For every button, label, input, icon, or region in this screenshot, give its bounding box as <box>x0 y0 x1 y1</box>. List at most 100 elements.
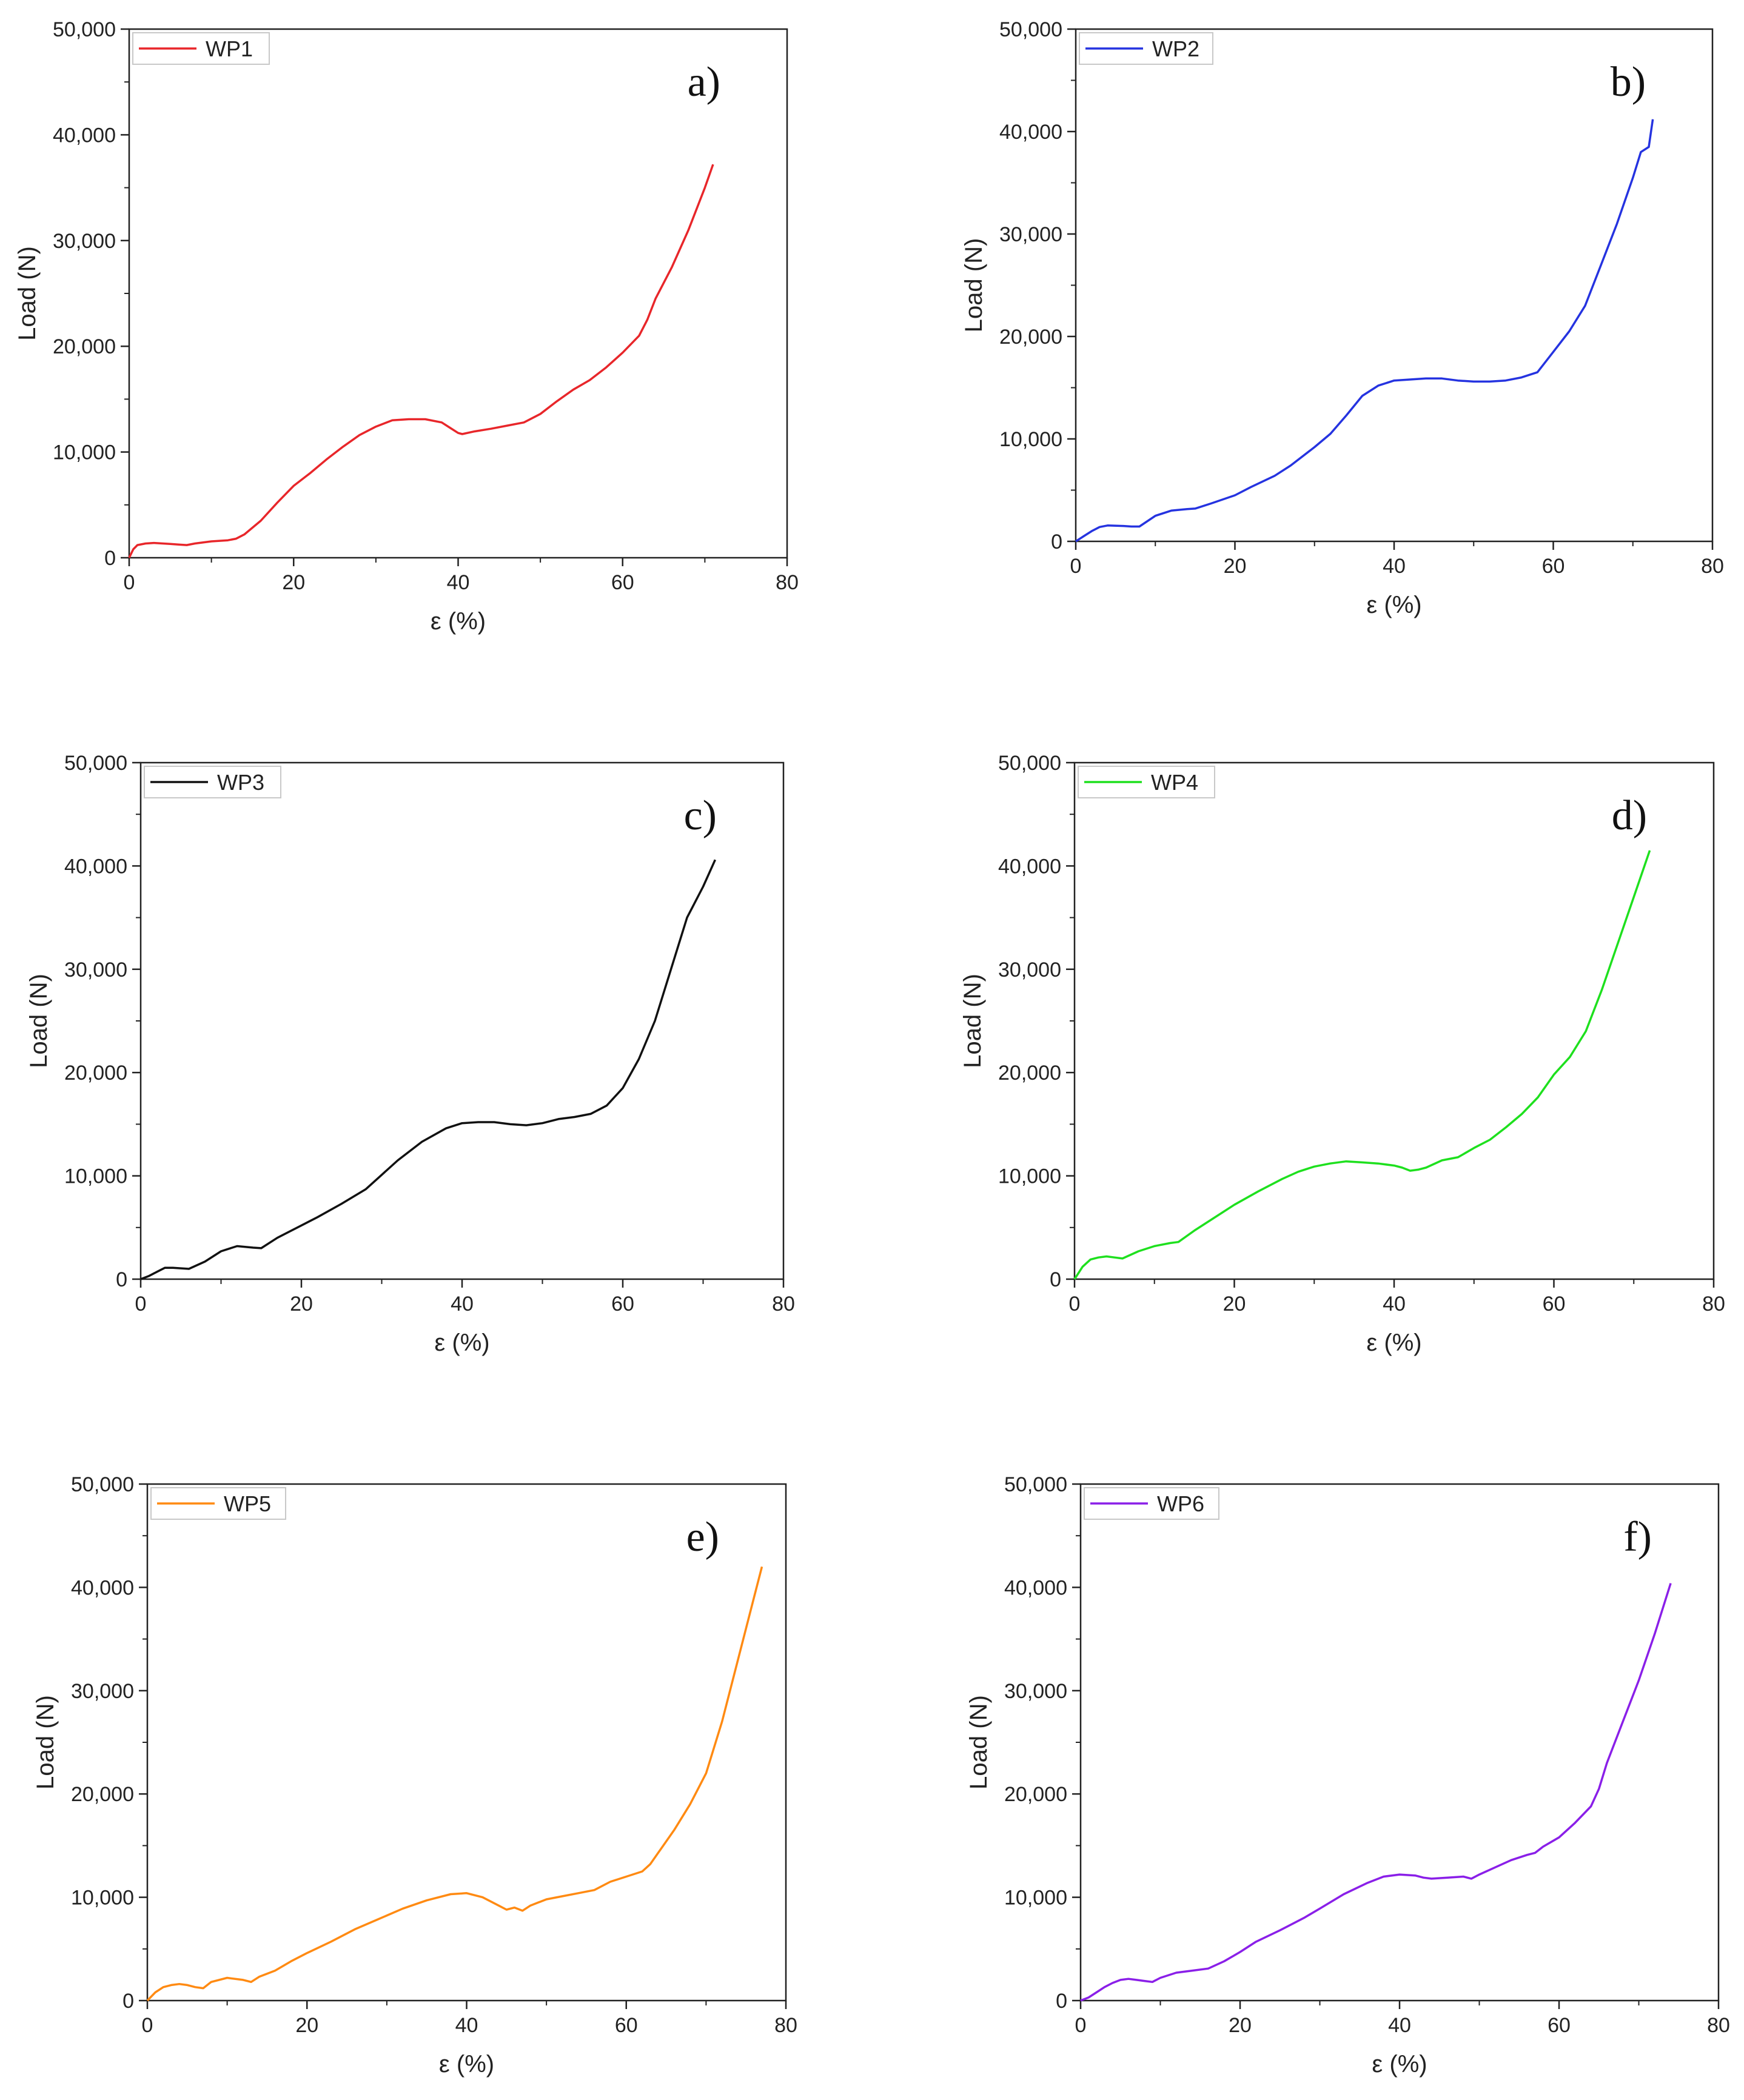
y-tick-label: 40,000 <box>999 121 1062 144</box>
x-tick-label: 0 <box>142 2014 153 2037</box>
x-tick-label: 0 <box>1075 2014 1087 2037</box>
x-tick-label: 40 <box>455 2014 478 2037</box>
y-axis-title: Load (N) <box>32 1695 59 1790</box>
x-axis-title: ε (%) <box>439 2051 494 2078</box>
chart-panel-d: 0 20 40 60 80 0 10,000 20,000 30,000 40,000 50,000… <box>959 752 1725 1356</box>
x-tick-label: 40 <box>1383 1292 1406 1316</box>
series-line-wp4 <box>1073 850 1651 1280</box>
y-tick-label: 20,000 <box>999 326 1062 349</box>
y-tick-label: 0 <box>1050 1268 1061 1291</box>
x-tick-label: 0 <box>135 1292 147 1316</box>
panel-label: f) <box>1623 1514 1652 1560</box>
x-axis-title: ε (%) <box>431 608 486 635</box>
y-tick-label: 40,000 <box>998 855 1061 878</box>
x-tick-label: 20 <box>282 571 305 594</box>
legend-label: WP1 <box>206 36 253 61</box>
y-tick-label: 0 <box>1051 530 1062 553</box>
y-tick-label: 50,000 <box>53 18 116 41</box>
x-tick-label: 80 <box>772 1292 795 1316</box>
y-tick-label: 50,000 <box>64 752 127 775</box>
x-tick-label: 60 <box>615 2014 638 2037</box>
legend-label: WP6 <box>1157 1491 1204 1516</box>
x-tick-label: 0 <box>1070 555 1082 578</box>
panel-label: d) <box>1612 792 1647 839</box>
y-tick-label: 40,000 <box>64 855 127 878</box>
y-tick-label: 30,000 <box>1004 1680 1067 1703</box>
chart-panel-f: 0 20 40 60 80 0 10,000 20,000 30,000 40,000 50,000… <box>965 1473 1730 2078</box>
y-axis-title: Load (N) <box>959 974 986 1068</box>
x-tick-label: 0 <box>1069 1292 1081 1316</box>
y-tick-label: 10,000 <box>998 1165 1061 1188</box>
y-tick-label: 10,000 <box>53 441 116 464</box>
y-tick-label: 30,000 <box>999 223 1062 246</box>
x-tick-label: 80 <box>1701 555 1724 578</box>
y-tick-label: 20,000 <box>71 1783 134 1806</box>
y-tick-label: 50,000 <box>998 752 1061 775</box>
y-tick-label: 20,000 <box>53 335 116 358</box>
y-tick-label: 20,000 <box>998 1062 1061 1085</box>
x-tick-label: 20 <box>295 2014 318 2037</box>
x-tick-label: 20 <box>1229 2014 1252 2037</box>
legend-label: WP2 <box>1152 36 1199 61</box>
x-tick-label: 40 <box>1383 555 1406 578</box>
chart-panel-e: 0 20 40 60 80 0 10,000 20,000 30,000 40,000 50,000… <box>32 1473 797 2078</box>
legend-label: WP5 <box>224 1491 271 1516</box>
y-axis-title: Load (N) <box>25 974 52 1068</box>
y-tick-label: 10,000 <box>1004 1887 1067 1910</box>
y-tick-label: 50,000 <box>71 1473 134 1496</box>
plot-frame <box>1079 1483 1720 2002</box>
x-tick-label: 60 <box>611 1292 634 1316</box>
y-tick-label: 10,000 <box>64 1165 127 1188</box>
panel-label: c) <box>684 792 717 839</box>
y-tick-label: 10,000 <box>999 428 1062 451</box>
legend-label: WP3 <box>217 770 264 795</box>
y-tick-label: 40,000 <box>1004 1576 1067 1599</box>
y-axis-title: Load (N) <box>14 246 41 341</box>
x-axis-title: ε (%) <box>1372 2051 1427 2078</box>
legend-label: WP4 <box>1151 770 1198 795</box>
y-tick-label: 50,000 <box>1004 1473 1067 1496</box>
series-line-wp2 <box>1075 119 1654 543</box>
y-tick-label: 0 <box>104 547 116 570</box>
x-tick-label: 40 <box>1388 2014 1411 2037</box>
panel-label: a) <box>688 59 720 105</box>
y-tick-label: 0 <box>116 1268 127 1291</box>
y-axis-title: Load (N) <box>961 238 987 333</box>
y-tick-label: 0 <box>122 1990 134 2013</box>
series-line-wp6 <box>1080 1583 1672 2002</box>
y-tick-label: 40,000 <box>53 124 116 147</box>
series-line-wp3 <box>140 859 716 1280</box>
chart-panel-b: 0 20 40 60 80 0 10,000 20,000 30,000 40,000 50,000… <box>961 18 1724 618</box>
chart-panel-c: 0 20 40 60 80 0 10,000 20,000 30,000 40,000 50,000… <box>25 752 795 1356</box>
chart-panel-a: 0 20 40 60 80 0 10,000 20,000 30,000 40,000 50,000… <box>14 18 799 635</box>
series-line-wp1 <box>128 164 714 558</box>
plot-frame <box>1075 28 1714 543</box>
plot-frame <box>139 761 785 1280</box>
y-tick-label: 30,000 <box>53 230 116 253</box>
x-axis-title: ε (%) <box>434 1329 489 1356</box>
panel-label: b) <box>1611 59 1646 105</box>
x-tick-label: 60 <box>611 571 634 594</box>
y-tick-label: 30,000 <box>71 1680 134 1703</box>
y-tick-label: 0 <box>1056 1990 1067 2013</box>
x-tick-label: 80 <box>1707 2014 1730 2037</box>
panel-label: e) <box>686 1514 719 1560</box>
y-tick-label: 50,000 <box>999 18 1062 41</box>
y-tick-label: 40,000 <box>71 1576 134 1599</box>
x-tick-label: 80 <box>774 2014 797 2037</box>
x-tick-label: 20 <box>290 1292 313 1316</box>
y-tick-label: 30,000 <box>64 958 127 981</box>
x-tick-label: 80 <box>1702 1292 1725 1316</box>
plot-frame <box>146 1483 787 2002</box>
plot-frame <box>128 28 788 559</box>
plot-frame <box>1073 761 1715 1280</box>
y-tick-label: 20,000 <box>64 1062 127 1085</box>
series-line-wp5 <box>146 1566 763 2002</box>
x-tick-label: 40 <box>447 571 470 594</box>
x-tick-label: 0 <box>124 571 135 594</box>
x-axis-title: ε (%) <box>1366 1329 1421 1356</box>
x-tick-label: 40 <box>451 1292 474 1316</box>
x-tick-label: 20 <box>1223 1292 1246 1316</box>
x-tick-label: 20 <box>1224 555 1247 578</box>
y-tick-label: 10,000 <box>71 1887 134 1910</box>
